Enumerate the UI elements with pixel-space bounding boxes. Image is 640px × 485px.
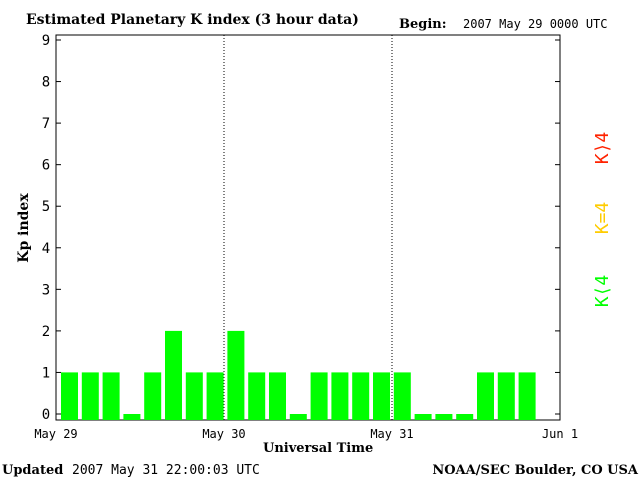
kp-bar bbox=[102, 372, 120, 420]
x-axis-ticks: May 29 May 30 May 31 Jun 1 bbox=[34, 427, 578, 441]
y-axis-ticks: 0 1 2 3 4 5 6 7 8 9 bbox=[42, 33, 560, 423]
footer: Updated 2007 May 31 22:00:03 UTC NOAA/SE… bbox=[2, 463, 639, 478]
header: Estimated Planetary K index (3 hour data… bbox=[26, 12, 608, 32]
bars bbox=[61, 330, 536, 420]
day-separators bbox=[223, 35, 393, 420]
x-axis-label: Universal Time bbox=[263, 441, 373, 456]
plot-frame bbox=[55, 34, 561, 421]
y-tick-label: 8 bbox=[42, 75, 50, 91]
kp-bar bbox=[144, 372, 162, 420]
y-tick-label: 0 bbox=[42, 407, 50, 423]
source-credit: NOAA/SEC Boulder, CO USA bbox=[432, 463, 639, 478]
kp-bar bbox=[518, 372, 536, 420]
x-tick-label: May 29 bbox=[34, 427, 77, 441]
y-tick-label: 7 bbox=[42, 116, 50, 132]
x-tick-label: May 31 bbox=[370, 427, 413, 441]
y-tick-label: 1 bbox=[42, 365, 50, 381]
x-tick-label: Jun 1 bbox=[542, 427, 578, 441]
y-tick-label: 4 bbox=[42, 241, 50, 257]
kp-bar bbox=[477, 372, 494, 420]
x-tick-label: May 30 bbox=[202, 427, 245, 441]
begin-value: 2007 May 29 0000 UTC bbox=[463, 17, 608, 31]
kp-bar bbox=[227, 330, 245, 420]
legend-item: K=4 bbox=[592, 202, 613, 235]
kp-bar bbox=[81, 372, 99, 420]
kp-bar bbox=[352, 372, 370, 420]
y-tick-label: 3 bbox=[42, 282, 50, 298]
y-axis-label: Kp index bbox=[16, 193, 32, 263]
kp-bar bbox=[206, 372, 224, 420]
kp-bar bbox=[165, 330, 182, 420]
begin-label: Begin: bbox=[399, 17, 447, 32]
kp-bar bbox=[456, 414, 474, 420]
kp-bar bbox=[123, 414, 141, 420]
kp-bar bbox=[289, 414, 307, 420]
kp-bar bbox=[414, 414, 432, 420]
kp-bar bbox=[310, 372, 328, 420]
kp-bar bbox=[373, 372, 390, 420]
kp-bar bbox=[269, 372, 286, 420]
kp-bar bbox=[497, 372, 515, 420]
kp-bar bbox=[248, 372, 266, 420]
chart-title: Estimated Planetary K index (3 hour data… bbox=[26, 12, 359, 28]
kp-bar bbox=[435, 414, 453, 420]
kp-bar bbox=[185, 372, 203, 420]
updated-label: Updated bbox=[2, 463, 63, 478]
y-tick-label: 5 bbox=[42, 199, 50, 215]
legend-item: K⟨4 bbox=[592, 275, 613, 308]
kp-bar bbox=[393, 372, 411, 420]
legend: K⟨4 K=4 K⟩4 bbox=[592, 132, 613, 308]
kp-bar bbox=[61, 372, 78, 420]
y-tick-label: 6 bbox=[42, 158, 50, 174]
legend-item: K⟩4 bbox=[592, 132, 613, 165]
y-tick-label: 9 bbox=[42, 33, 50, 49]
y-tick-label: 2 bbox=[42, 324, 50, 340]
updated-value: 2007 May 31 22:00:03 UTC bbox=[72, 463, 260, 478]
kp-bar bbox=[331, 372, 349, 420]
